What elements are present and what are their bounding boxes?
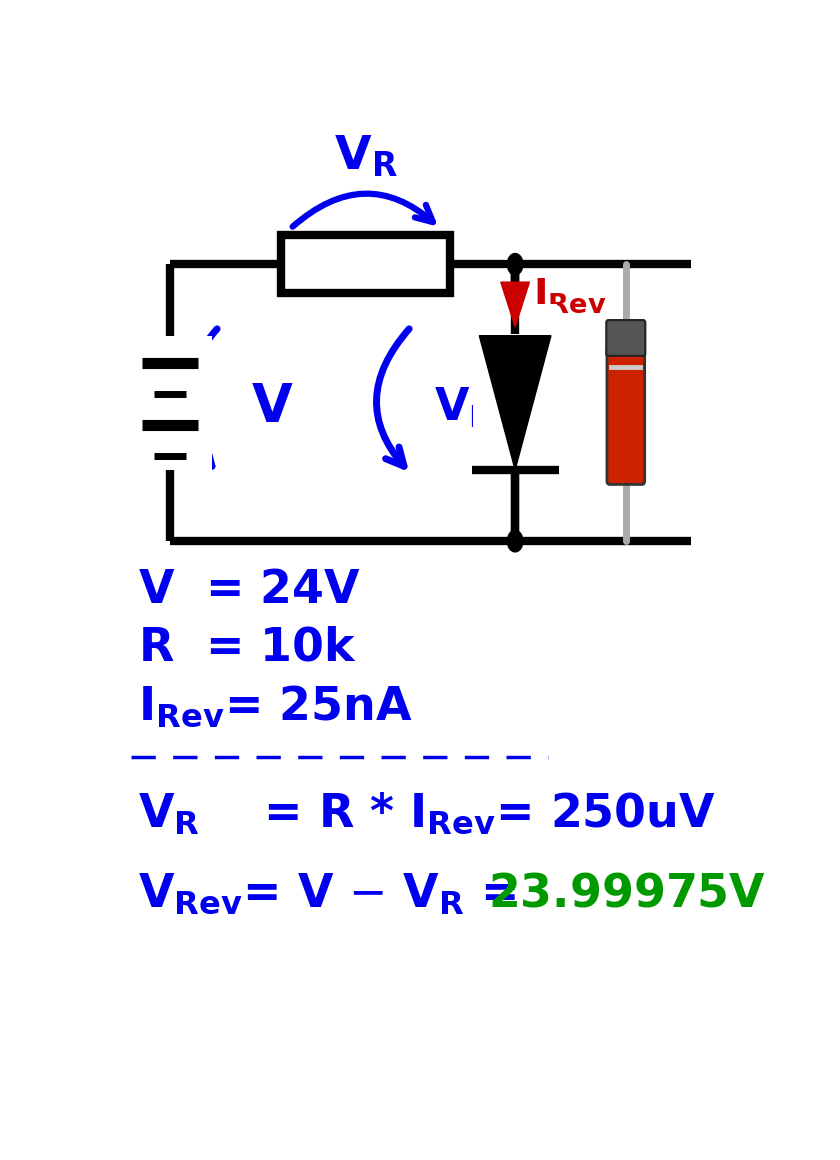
Text: $\mathbf{I_{Rev}}$: $\mathbf{I_{Rev}}$ <box>533 276 607 314</box>
Circle shape <box>507 530 523 552</box>
Text: $\mathbf{V}$  = 24V: $\mathbf{V}$ = 24V <box>138 567 360 612</box>
FancyBboxPatch shape <box>607 348 644 485</box>
Text: $\mathbf{V_R}$    = R * $\mathbf{I_{Rev}}$= 250uV: $\mathbf{V_R}$ = R * $\mathbf{I_{Rev}}$=… <box>138 791 716 836</box>
Polygon shape <box>480 335 551 470</box>
Text: $\mathbf{V_{Rev}}$: $\mathbf{V_{Rev}}$ <box>433 385 536 429</box>
Bar <box>473 304 558 474</box>
Circle shape <box>507 254 523 275</box>
Text: $\mathbf{I_{Rev}}$= 25nA: $\mathbf{I_{Rev}}$= 25nA <box>138 683 412 730</box>
Text: $\mathbf{23.99975V}$: $\mathbf{23.99975V}$ <box>488 871 766 916</box>
Polygon shape <box>501 282 529 327</box>
Text: $\mathbf{R}$  = 10k: $\mathbf{R}$ = 10k <box>138 626 356 670</box>
Bar <box>128 335 213 470</box>
Text: $\mathbf{V_R}$: $\mathbf{V_R}$ <box>333 133 397 180</box>
Bar <box>281 235 450 293</box>
FancyBboxPatch shape <box>606 320 645 356</box>
Text: $\mathbf{V_{Rev}}$= V $-$ $\mathbf{V_R}$ =: $\mathbf{V_{Rev}}$= V $-$ $\mathbf{V_R}$… <box>138 871 521 916</box>
Text: $\mathbf{V}$: $\mathbf{V}$ <box>251 382 294 433</box>
